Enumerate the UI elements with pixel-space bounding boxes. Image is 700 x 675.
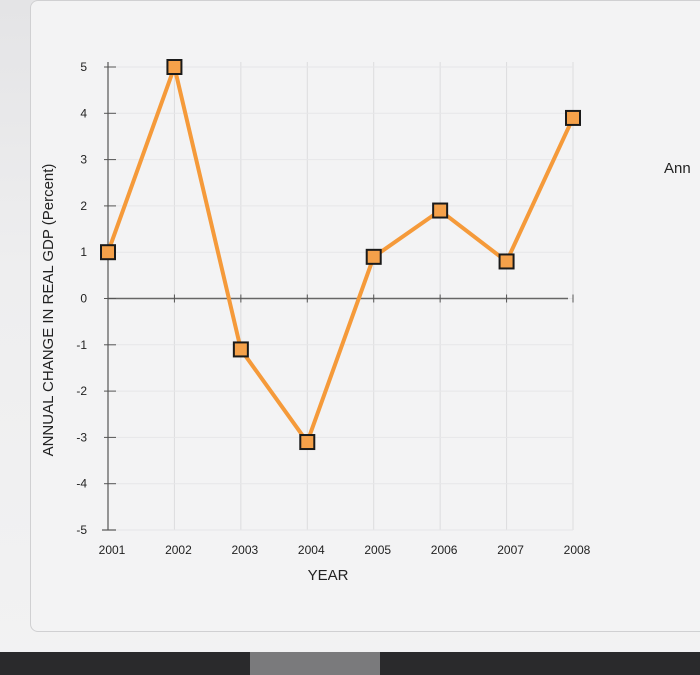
y-tick-label: -5: [76, 523, 87, 537]
y-tick-label: 3: [80, 153, 87, 167]
y-axis-title: ANNUAL CHANGE IN REAL GDP (Percent): [40, 164, 57, 457]
data-point-marker: [498, 253, 515, 270]
data-point-marker: [166, 59, 183, 75]
x-tick-label: 2004: [298, 543, 325, 557]
axes: [102, 62, 574, 531]
y-tick-label: 4: [80, 106, 87, 120]
bottom-bar-notch: [250, 652, 380, 675]
y-tick-label: -4: [76, 477, 87, 491]
data-point-marker: [232, 341, 249, 358]
data-markers: [100, 59, 581, 451]
data-point-marker: [100, 244, 116, 261]
y-tick-label: 1: [80, 245, 87, 259]
y-tick-label: 2: [80, 199, 87, 213]
y-tick-label: -3: [76, 430, 87, 444]
x-tick-label: 2006: [431, 543, 458, 557]
side-label-truncated: Ann: [664, 160, 691, 177]
y-tick-label: -2: [76, 384, 87, 398]
series-line-0: [106, 65, 575, 445]
x-tick-label: 2001: [99, 543, 126, 557]
x-tick-label: 2005: [364, 543, 391, 557]
tick-labels: 5 4 3 2 1 0 -1 -2 -3 -4 -5 2001 2002 2003 2004 2005 2006…: [76, 60, 590, 557]
y-tick-label: 0: [80, 292, 87, 306]
data-point-marker: [299, 434, 316, 451]
y-tick-label: 5: [80, 60, 87, 74]
x-tick-label: 2008: [564, 543, 591, 557]
data-point-marker: [432, 202, 449, 219]
x-axis-title: YEAR: [308, 567, 349, 584]
y-tick-label: -1: [76, 338, 87, 352]
data-point-marker: [565, 109, 581, 126]
x-tick-label: 2002: [165, 543, 192, 557]
bottom-bar: [0, 652, 700, 675]
series-line: [106, 65, 575, 445]
x-tick-label: 2007: [497, 543, 524, 557]
grid: [107, 62, 574, 531]
chart-panel: [30, 0, 700, 632]
data-point-marker: [365, 248, 382, 265]
x-tick-label: 2003: [232, 543, 259, 557]
